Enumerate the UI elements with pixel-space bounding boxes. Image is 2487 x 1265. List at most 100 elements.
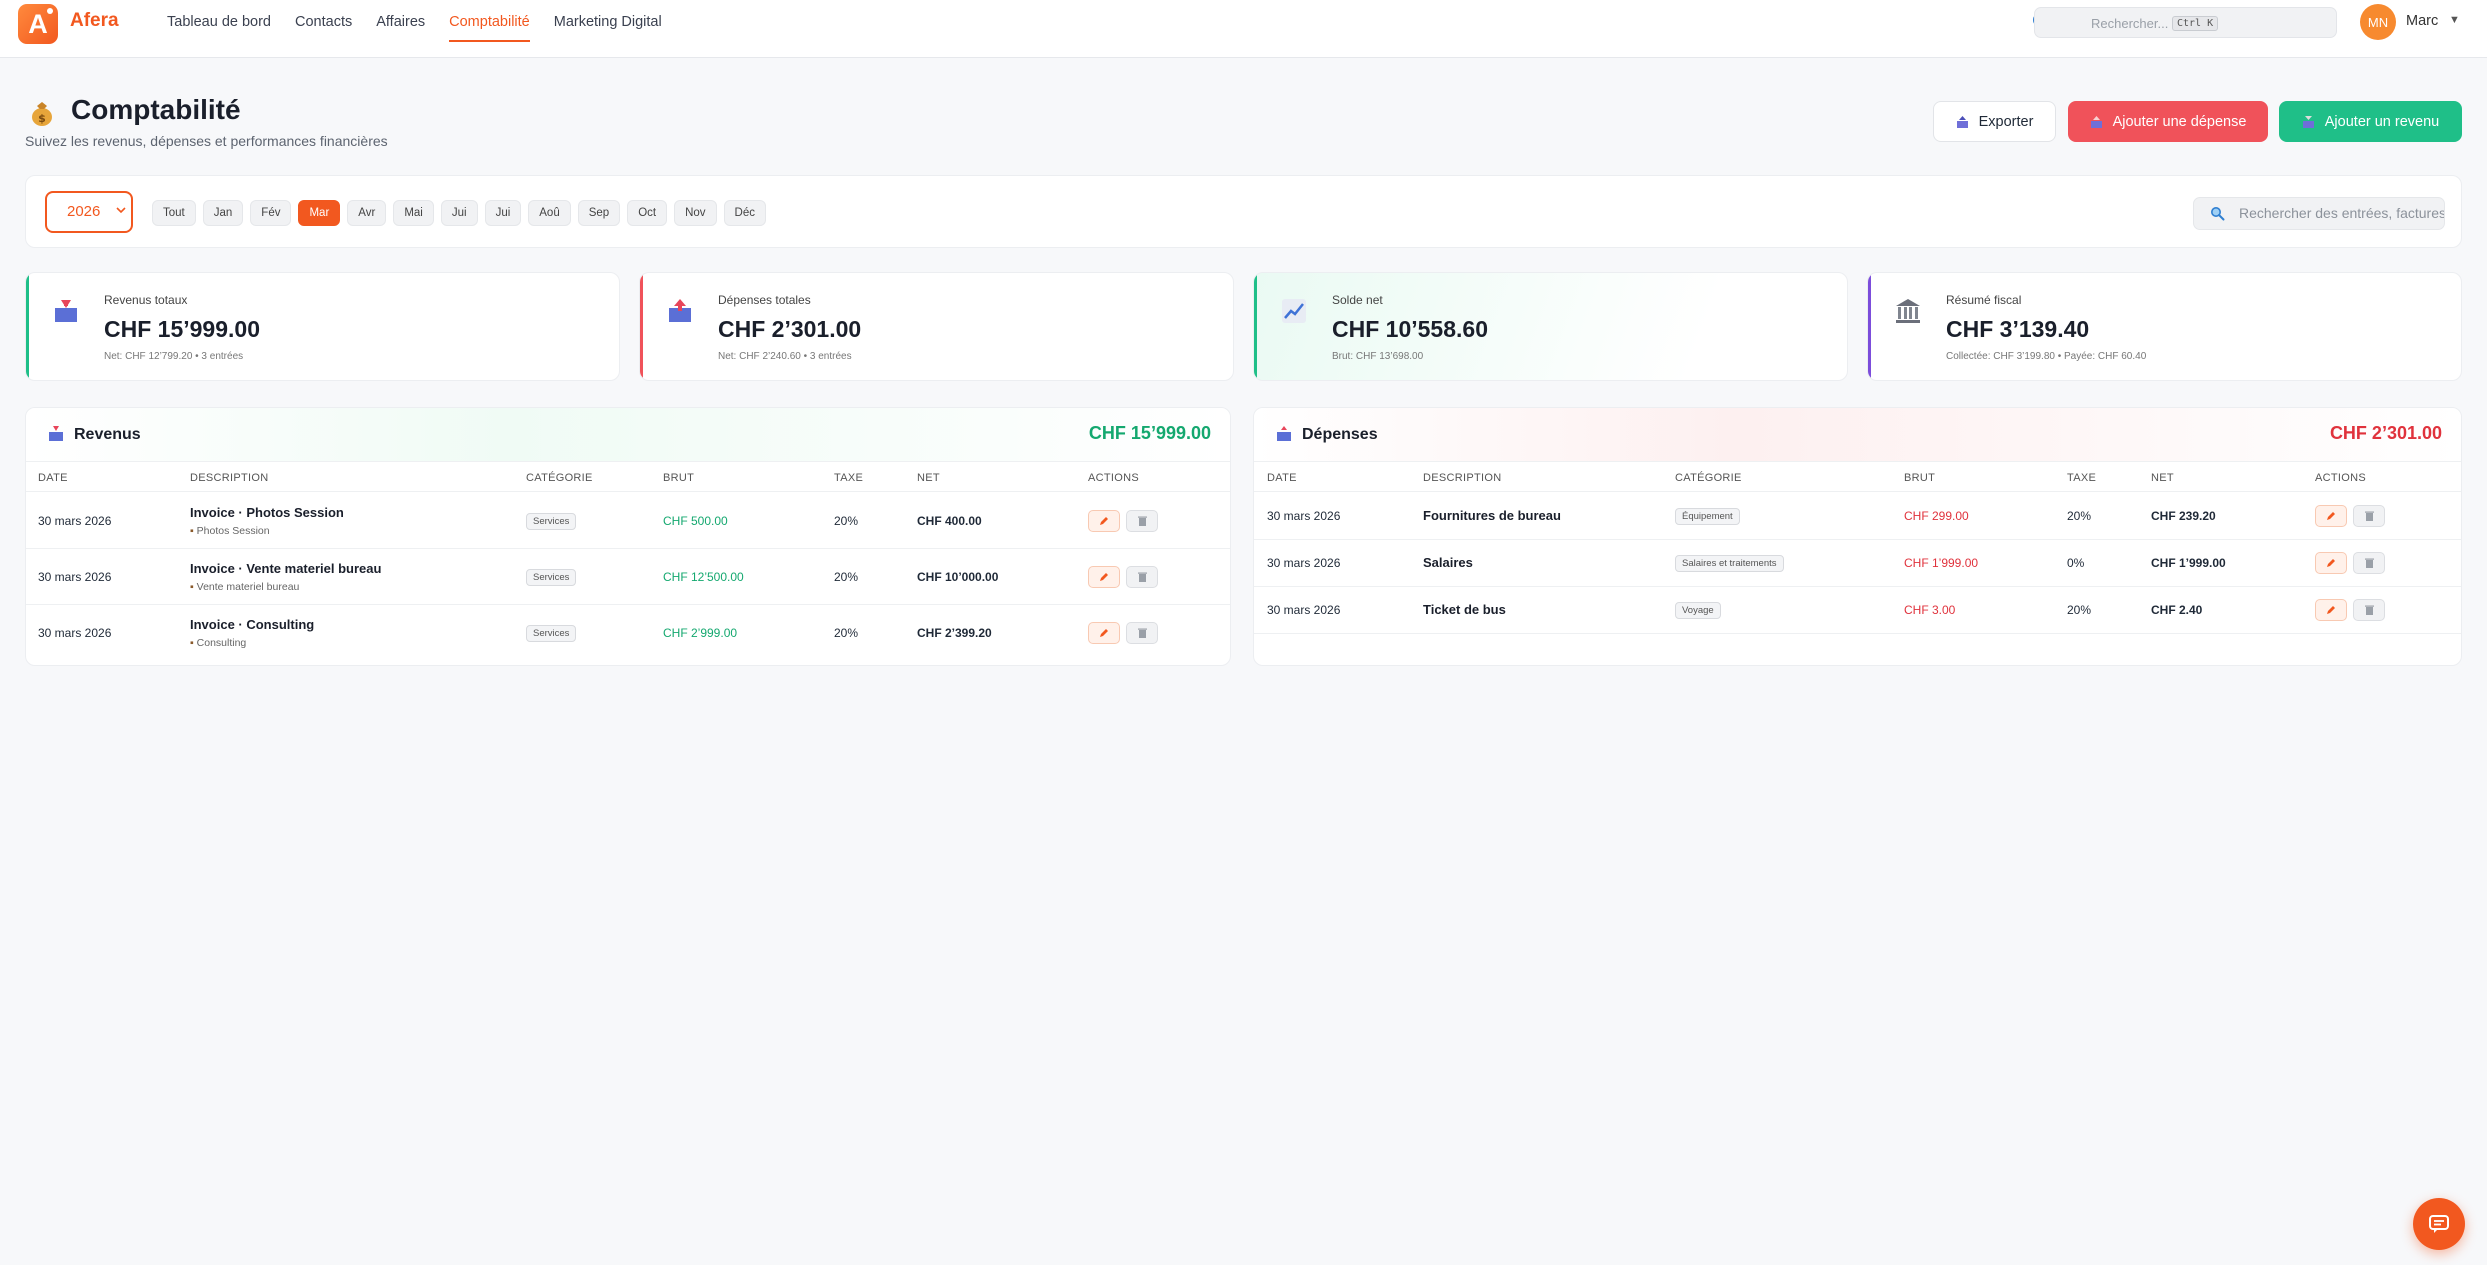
row-tax: 0% xyxy=(2067,556,2085,570)
export-icon xyxy=(1956,115,1968,128)
stat-sub: Net: CHF 12’799.20 • 3 entrées xyxy=(104,351,244,362)
row-description[interactable]: Invoice · Vente materiel bureau xyxy=(190,561,382,576)
year-select[interactable]: 2026 xyxy=(45,191,133,233)
nav-comptabilite[interactable]: Comptabilité xyxy=(437,0,542,44)
chevron-down-icon[interactable]: ▼ xyxy=(2449,14,2460,26)
briefcase-icon: ▪ xyxy=(190,525,197,537)
col-date: Date xyxy=(1267,472,1297,484)
month-chip-all[interactable]: Tout xyxy=(152,200,196,226)
stat-label: Revenus totaux xyxy=(104,293,188,307)
nav-dashboard[interactable]: Tableau de bord xyxy=(167,14,271,30)
add-revenue-button[interactable]: Ajouter un revenu xyxy=(2279,101,2462,142)
row-description[interactable]: Fournitures de bureau xyxy=(1423,508,1561,523)
month-chip-may[interactable]: Mai xyxy=(393,200,434,226)
edit-button[interactable] xyxy=(2315,599,2347,621)
inbox-icon xyxy=(2302,115,2314,128)
month-chip-mar[interactable]: Mar xyxy=(298,200,341,226)
edit-button[interactable] xyxy=(2315,552,2347,574)
stat-card-tax: Résumé fiscal CHF 3’139.40 Collectée: CH… xyxy=(1867,272,2462,381)
app-logo[interactable]: A xyxy=(18,4,58,44)
add-expense-button[interactable]: Ajouter une dépense xyxy=(2068,101,2268,142)
row-subtext: ▪ Photos Session xyxy=(190,525,270,537)
stat-accent-bar xyxy=(640,273,643,380)
global-search-input[interactable]: Rechercher... Ctrl K xyxy=(2034,7,2337,38)
row-date: 30 mars 2026 xyxy=(1267,509,1341,523)
nav-contacts[interactable]: Contacts xyxy=(295,14,353,30)
edit-button[interactable] xyxy=(1088,622,1120,644)
row-subtext-label: Vente materiel bureau xyxy=(196,581,300,593)
month-chip-jul[interactable]: Jui xyxy=(484,200,522,226)
chat-bubble-icon xyxy=(2429,1215,2449,1233)
trash-icon xyxy=(1137,516,1147,526)
row-tax: 20% xyxy=(2067,509,2092,523)
delete-button[interactable] xyxy=(1126,566,1158,588)
delete-button[interactable] xyxy=(1126,510,1158,532)
month-chip-nov[interactable]: Nov xyxy=(674,200,717,226)
expenses-panel: Dépenses CHF 2’301.00 Date Description C… xyxy=(1253,407,2462,666)
outbox-icon xyxy=(1277,426,1291,441)
row-gross: CHF 3.00 xyxy=(1904,603,1956,617)
month-chip-oct[interactable]: Oct xyxy=(627,200,668,226)
row-description[interactable]: Invoice · Photos Session xyxy=(190,505,344,520)
row-subtext-label: Photos Session xyxy=(196,525,270,537)
stat-accent-bar xyxy=(26,273,29,380)
row-actions xyxy=(1088,566,1164,588)
delete-button[interactable] xyxy=(1126,622,1158,644)
briefcase-icon: ▪ xyxy=(190,637,197,649)
table-row: 30 mars 2026 Fournitures de bureau Équip… xyxy=(1254,493,2461,540)
month-chip-feb[interactable]: Fév xyxy=(250,200,292,226)
row-gross: CHF 2’999.00 xyxy=(663,626,738,640)
row-description[interactable]: Invoice · Consulting xyxy=(190,617,315,632)
row-gross: CHF 12’500.00 xyxy=(663,570,744,584)
row-description[interactable]: Salaires xyxy=(1423,555,1473,570)
col-description: Description xyxy=(1423,472,1502,484)
entries-search-input[interactable]: Rechercher des entrées, factures... xyxy=(2193,197,2445,230)
brand-name[interactable]: Afera xyxy=(70,10,119,31)
chevron-down-icon xyxy=(116,207,126,214)
row-subtext-label: Consulting xyxy=(196,637,247,649)
month-chip-dec[interactable]: Déc xyxy=(723,200,766,226)
row-actions xyxy=(2315,599,2391,621)
month-chip-apr[interactable]: Avr xyxy=(347,200,387,226)
nav-affaires[interactable]: Affaires xyxy=(376,14,426,30)
trash-icon xyxy=(2364,511,2374,521)
export-button[interactable]: Exporter xyxy=(1933,101,2056,142)
table-row: 30 mars 2026 Ticket de bus Voyage CHF 3.… xyxy=(1254,587,2461,634)
edit-button[interactable] xyxy=(1088,566,1120,588)
money-bag-icon: $ xyxy=(32,102,52,126)
category-tag: Salaires et traitements xyxy=(1675,555,1784,572)
edit-button[interactable] xyxy=(1088,510,1120,532)
search-icon xyxy=(2211,207,2225,221)
svg-text:$: $ xyxy=(38,112,46,125)
revenues-total: CHF 15’999.00 xyxy=(1088,423,1211,443)
col-net: Net xyxy=(2151,472,2174,484)
revenues-header: Revenus CHF 15’999.00 xyxy=(26,408,1230,462)
month-chip-sep[interactable]: Sep xyxy=(577,200,621,226)
month-chip-jun[interactable]: Jui xyxy=(440,200,478,226)
avatar[interactable]: MN xyxy=(2360,4,2396,40)
col-tax: Taxe xyxy=(834,472,864,484)
nav-marketing[interactable]: Marketing Digital xyxy=(553,14,662,30)
stat-value: CHF 10’558.60 xyxy=(1332,316,1488,342)
logo-letter: A xyxy=(28,8,48,39)
revenues-table-header: Date Description Catégorie Brut Taxe Net… xyxy=(26,463,1230,492)
chat-button[interactable] xyxy=(2413,1198,2465,1250)
user-name[interactable]: Marc xyxy=(2406,13,2439,29)
stat-card-revenue: Revenus totaux CHF 15’999.00 Net: CHF 12… xyxy=(25,272,620,381)
delete-button[interactable] xyxy=(2353,552,2385,574)
row-tax: 20% xyxy=(834,514,859,528)
edit-button[interactable] xyxy=(2315,505,2347,527)
month-chip-jan[interactable]: Jan xyxy=(202,200,244,226)
row-subtext: ▪ Consulting xyxy=(190,637,246,649)
stat-card-expenses: Dépenses totales CHF 2’301.00 Net: CHF 2… xyxy=(639,272,1234,381)
logo-dot xyxy=(47,8,53,14)
row-net: CHF 1’999.00 xyxy=(2151,556,2226,570)
table-row: 30 mars 2026 Invoice · Photos Session ▪ … xyxy=(26,493,1230,549)
delete-button[interactable] xyxy=(2353,599,2385,621)
row-description[interactable]: Ticket de bus xyxy=(1423,602,1506,617)
month-chip-aug[interactable]: Aoû xyxy=(528,200,571,226)
main-nav: Tableau de bord Contacts Affaires Compta… xyxy=(155,0,674,44)
col-actions: Actions xyxy=(1088,472,1139,484)
category-tag: Équipement xyxy=(1675,508,1740,525)
delete-button[interactable] xyxy=(2353,505,2385,527)
